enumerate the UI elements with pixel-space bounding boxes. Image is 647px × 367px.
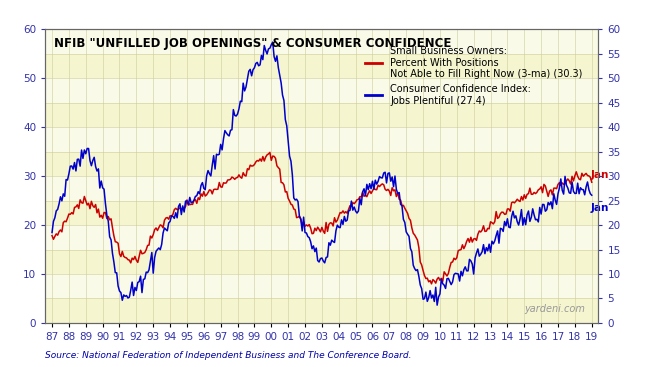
Bar [45,103,598,127]
Bar [45,54,598,78]
Text: Jan: Jan [590,170,609,180]
Text: yardeni.com: yardeni.com [524,304,585,314]
Bar [45,225,598,250]
Bar [45,78,598,103]
Bar [45,274,598,298]
Bar [45,176,598,201]
Bar [45,298,598,323]
Bar [45,152,598,176]
Text: Source: National Federation of Independent Business and The Conference Board.: Source: National Federation of Independe… [45,350,411,360]
Bar [45,250,598,274]
Bar [45,201,598,225]
Bar [45,127,598,152]
Text: NFIB "UNFILLED JOB OPENINGS" & CONSUMER CONFIDENCE: NFIB "UNFILLED JOB OPENINGS" & CONSUMER … [54,37,451,50]
Legend: Small Business Owners:
Percent With Positions
Not Able to Fill Right Now (3-ma) : Small Business Owners: Percent With Posi… [365,46,582,106]
Text: Jan: Jan [590,203,609,212]
Bar [45,29,598,54]
